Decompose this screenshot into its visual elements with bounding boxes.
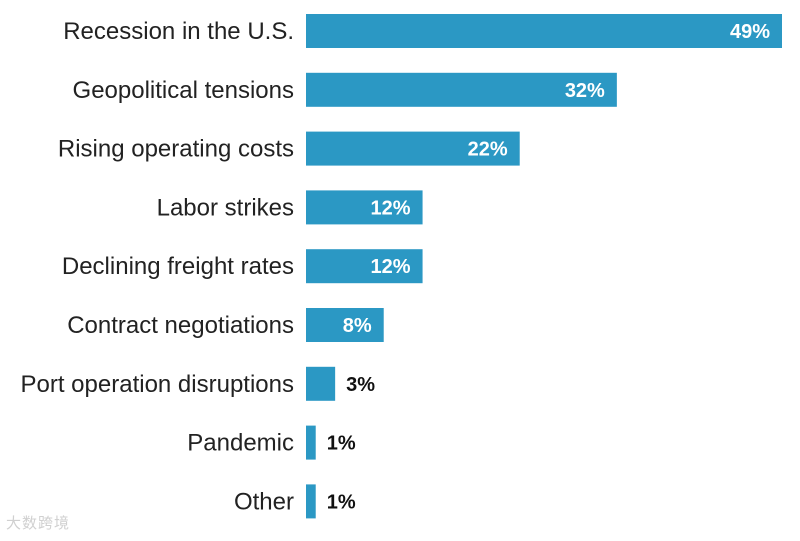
bar-recession-in-the-u-s [306, 14, 782, 48]
value-label-pandemic: 1% [327, 433, 356, 455]
value-label-declining-freight-rates: 12% [371, 256, 411, 278]
bar-declining-freight-rates [306, 249, 423, 284]
category-label-other: Other [234, 488, 294, 515]
bar-rising-operating-costs [306, 131, 520, 166]
value-label-contract-negotiations: 8% [343, 315, 372, 337]
bar-geopolitical-tensions [306, 72, 617, 107]
category-label-geopolitical-tensions: Geopolitical tensions [73, 77, 294, 104]
watermark: 大数跨境 [6, 514, 71, 532]
category-label-rising-operating-costs: Rising operating costs [58, 136, 294, 163]
value-label-rising-operating-costs: 22% [468, 139, 508, 161]
bar-other [306, 484, 316, 519]
value-label-other: 1% [327, 491, 356, 513]
category-label-pandemic: Pandemic [187, 430, 294, 457]
bar-pandemic [306, 425, 316, 460]
bar-port-operation-disruptions [306, 366, 336, 401]
value-label-port-operation-disruptions: 3% [346, 374, 375, 396]
value-label-recession-in-the-u-s: 49% [730, 21, 770, 43]
bar-labor-strikes [306, 190, 423, 225]
category-label-port-operation-disruptions: Port operation disruptions [21, 371, 295, 398]
category-label-contract-negotiations: Contract negotiations [67, 312, 294, 339]
category-label-recession-in-the-u-s: Recession in the U.S. [63, 18, 294, 45]
bar-contract-negotiations [306, 308, 384, 342]
category-label-labor-strikes: Labor strikes [157, 194, 294, 221]
category-label-declining-freight-rates: Declining freight rates [62, 253, 294, 280]
value-label-geopolitical-tensions: 32% [565, 80, 605, 102]
value-label-labor-strikes: 12% [371, 197, 411, 219]
